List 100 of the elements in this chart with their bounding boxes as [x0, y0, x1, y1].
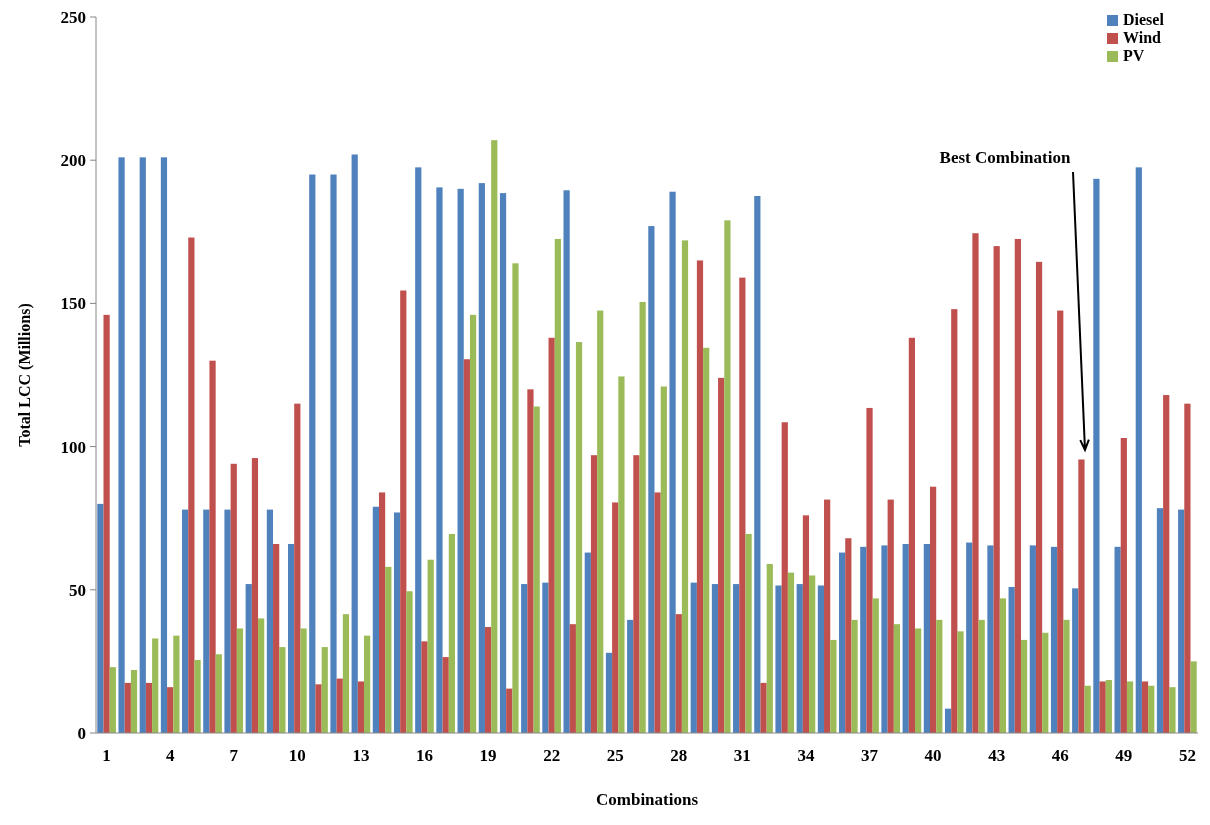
bar — [830, 639, 837, 733]
bar — [739, 277, 746, 733]
bar — [124, 682, 131, 733]
bar — [1008, 586, 1015, 733]
bar — [1029, 545, 1036, 733]
x-tick-label: 52 — [1178, 746, 1196, 765]
bar — [294, 403, 301, 733]
bar — [1105, 680, 1112, 733]
bar — [209, 360, 216, 733]
bar — [421, 641, 428, 733]
bar — [1169, 687, 1176, 733]
x-tick-label: 25 — [606, 746, 624, 765]
bar — [548, 337, 555, 733]
bar — [923, 543, 930, 733]
bar — [866, 407, 873, 733]
legend-label: Wind — [1123, 29, 1162, 46]
bar — [279, 647, 286, 733]
bar — [1014, 238, 1021, 733]
bar — [675, 614, 682, 733]
bar — [484, 627, 492, 733]
bar — [787, 572, 795, 733]
bar — [1156, 508, 1164, 733]
bar — [851, 619, 858, 733]
bar — [612, 502, 619, 733]
bar — [796, 584, 803, 733]
bar — [330, 174, 337, 733]
bar — [718, 377, 725, 733]
bar — [491, 140, 498, 733]
bar — [203, 509, 210, 733]
bar — [639, 301, 646, 733]
bar — [145, 682, 153, 733]
bar — [1148, 685, 1155, 733]
bar — [215, 654, 222, 733]
bar — [760, 682, 767, 733]
bar — [273, 543, 280, 733]
bar — [130, 669, 138, 733]
bar — [860, 546, 867, 733]
bar — [781, 422, 788, 733]
y-tick-label: 50 — [69, 580, 86, 600]
bar — [1190, 661, 1197, 733]
bar — [415, 167, 422, 733]
bar — [648, 226, 655, 733]
bar — [457, 188, 464, 733]
bar — [957, 631, 964, 733]
bar — [160, 157, 168, 733]
bar — [1050, 546, 1058, 733]
bar — [182, 509, 189, 733]
y-tick-label: 200 — [60, 151, 86, 171]
bar — [512, 263, 519, 733]
bar — [887, 499, 894, 733]
x-tick-label: 13 — [352, 746, 370, 765]
bar — [245, 584, 252, 733]
bar — [378, 492, 386, 733]
bar — [152, 638, 159, 733]
x-tick-label: 4 — [165, 746, 175, 765]
bar — [364, 635, 371, 733]
bar — [1057, 310, 1064, 733]
bar — [809, 575, 816, 733]
bar — [499, 193, 507, 733]
bar — [908, 337, 916, 733]
bar — [696, 260, 704, 733]
bar — [1126, 681, 1134, 733]
bar — [351, 154, 358, 733]
x-tick-label: 16 — [415, 746, 433, 765]
bar — [194, 659, 201, 733]
y-tick-label: 100 — [60, 437, 86, 457]
bar — [881, 545, 888, 733]
bar — [824, 499, 831, 733]
bar — [839, 552, 846, 733]
x-tick-label: 19 — [479, 746, 497, 765]
bar — [109, 667, 116, 733]
bar — [1035, 261, 1043, 733]
bar — [1093, 178, 1100, 733]
bar — [357, 681, 365, 733]
x-tick-label: 34 — [797, 746, 815, 765]
bar — [872, 598, 879, 733]
bar — [745, 533, 752, 733]
x-tick-label: 28 — [670, 746, 688, 765]
y-tick-label: 0 — [77, 723, 86, 743]
bar — [754, 196, 761, 733]
x-tick-label: 7 — [229, 746, 239, 765]
bar — [915, 628, 922, 733]
bar — [393, 512, 401, 733]
bar — [993, 246, 1000, 733]
bar — [167, 687, 174, 733]
bar — [236, 628, 244, 733]
bar — [775, 585, 782, 733]
bar — [188, 237, 195, 733]
bar — [1141, 681, 1149, 733]
bar — [103, 314, 110, 733]
y-axis-title: Total LCC (Millions) — [16, 303, 34, 447]
bar — [703, 347, 710, 733]
bar — [845, 538, 852, 733]
bar — [436, 187, 443, 733]
bar — [563, 190, 570, 733]
bar — [118, 157, 125, 733]
bar — [669, 191, 676, 733]
bar — [1042, 632, 1049, 733]
bar — [1178, 509, 1185, 733]
bar — [469, 314, 477, 733]
